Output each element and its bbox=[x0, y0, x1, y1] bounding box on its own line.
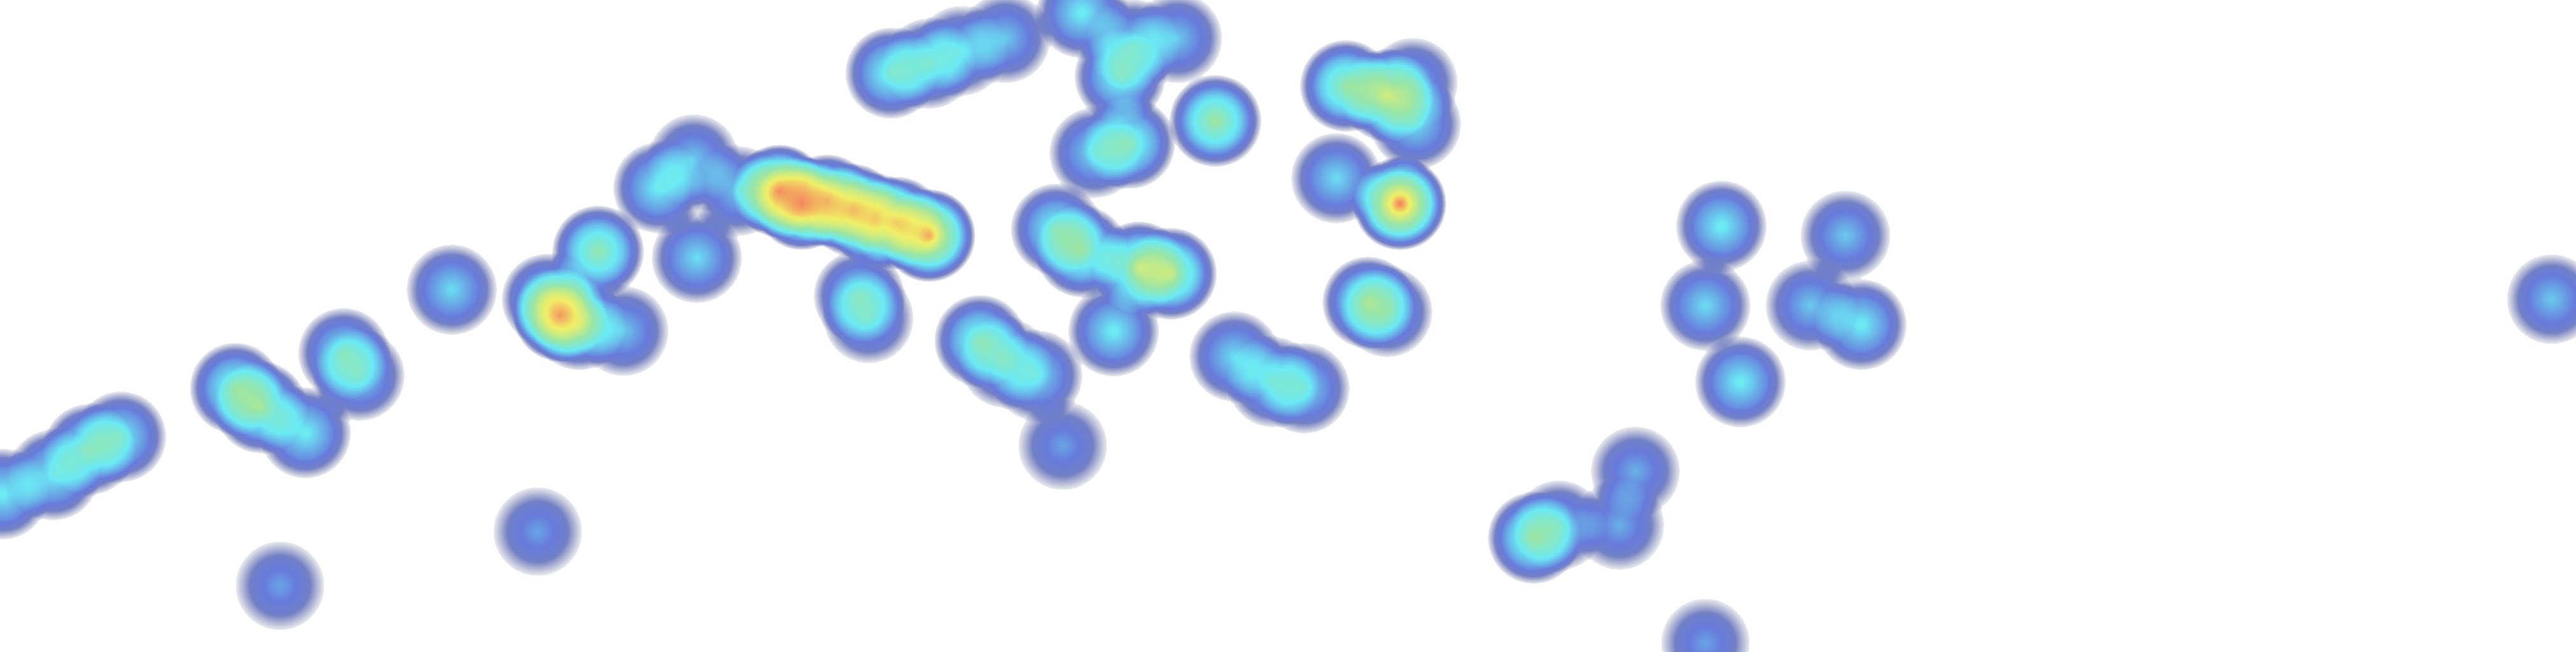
heatmap-canvas bbox=[0, 0, 2576, 652]
